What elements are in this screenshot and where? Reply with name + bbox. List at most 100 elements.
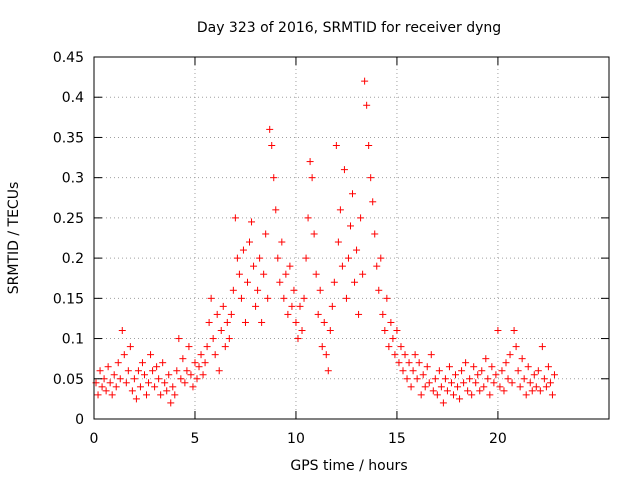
data-point xyxy=(371,230,379,238)
data-point xyxy=(544,363,552,371)
data-point xyxy=(494,327,502,335)
data-point xyxy=(215,367,223,375)
y-tick-label: 0.4 xyxy=(62,90,84,106)
data-point xyxy=(486,391,494,399)
data-point xyxy=(476,387,484,395)
data-point xyxy=(351,278,359,286)
data-point xyxy=(177,375,185,383)
data-point xyxy=(179,355,187,363)
data-point xyxy=(197,351,205,359)
data-point xyxy=(147,351,155,359)
data-point xyxy=(522,391,530,399)
x-tick-label: 20 xyxy=(489,431,507,447)
data-point xyxy=(161,379,169,387)
data-point xyxy=(298,327,306,335)
tick-marks xyxy=(93,56,609,420)
y-axis-label: SRMTID / TECUs xyxy=(6,182,22,295)
data-point xyxy=(229,286,237,294)
data-point xyxy=(381,327,389,335)
x-tick-labels: 0 5 10 15 20 xyxy=(90,431,507,447)
data-point xyxy=(504,375,512,383)
data-point xyxy=(456,395,464,403)
data-point xyxy=(431,375,439,383)
data-point xyxy=(508,379,516,387)
data-point xyxy=(102,387,110,395)
data-point xyxy=(470,363,478,371)
data-point xyxy=(248,218,256,226)
data-point xyxy=(195,363,203,371)
data-point xyxy=(435,367,443,375)
data-point xyxy=(132,395,140,403)
data-point xyxy=(520,375,528,383)
data-point xyxy=(211,351,219,359)
data-point xyxy=(221,343,229,351)
data-points xyxy=(92,77,558,407)
data-point xyxy=(191,359,199,367)
data-point xyxy=(173,367,181,375)
data-point xyxy=(286,262,294,270)
data-point xyxy=(433,391,441,399)
data-point xyxy=(379,310,387,318)
data-point xyxy=(425,379,433,387)
data-point xyxy=(300,294,308,302)
x-axis-label: GPS time / hours xyxy=(290,458,407,474)
data-point xyxy=(399,367,407,375)
data-point xyxy=(361,77,369,85)
data-point xyxy=(385,343,393,351)
data-point xyxy=(526,379,534,387)
data-point xyxy=(458,367,466,375)
data-point xyxy=(159,359,167,367)
y-tick-label: 0.2 xyxy=(62,251,84,267)
data-point xyxy=(550,371,558,379)
data-point xyxy=(320,318,328,326)
data-point xyxy=(409,367,417,375)
data-point xyxy=(346,222,354,230)
data-point xyxy=(193,375,201,383)
data-point xyxy=(310,230,318,238)
data-point xyxy=(524,363,532,371)
data-point xyxy=(171,391,179,399)
data-point xyxy=(377,254,385,262)
data-point xyxy=(116,375,124,383)
data-point xyxy=(149,367,157,375)
data-point xyxy=(540,375,548,383)
data-point xyxy=(439,399,447,407)
data-point xyxy=(336,206,344,214)
data-point xyxy=(256,254,264,262)
data-point xyxy=(209,335,217,343)
data-point xyxy=(506,351,514,359)
data-point xyxy=(367,174,375,182)
data-point xyxy=(308,174,316,182)
data-point xyxy=(443,387,451,395)
data-point xyxy=(237,294,245,302)
data-point xyxy=(316,286,324,294)
data-point xyxy=(344,254,352,262)
data-point xyxy=(306,158,314,166)
data-point xyxy=(189,383,197,391)
data-point xyxy=(413,375,421,383)
data-point xyxy=(130,375,138,383)
data-point xyxy=(157,391,165,399)
data-point xyxy=(441,375,449,383)
data-point xyxy=(205,318,213,326)
data-point xyxy=(407,383,415,391)
chart-title: Day 323 of 2016, SRMTID for receiver dyn… xyxy=(197,20,501,36)
data-point xyxy=(395,359,403,367)
data-point xyxy=(290,286,298,294)
data-point xyxy=(415,359,423,367)
data-point xyxy=(500,387,508,395)
data-point xyxy=(140,371,148,379)
data-point xyxy=(391,351,399,359)
data-point xyxy=(292,318,300,326)
data-point xyxy=(403,375,411,383)
y-tick-label: 0.35 xyxy=(53,130,84,146)
data-point xyxy=(124,367,132,375)
data-point xyxy=(353,246,361,254)
data-point xyxy=(241,318,249,326)
data-point xyxy=(492,371,500,379)
data-point xyxy=(542,383,550,391)
data-point xyxy=(258,318,266,326)
data-point xyxy=(104,363,112,371)
data-point xyxy=(538,343,546,351)
